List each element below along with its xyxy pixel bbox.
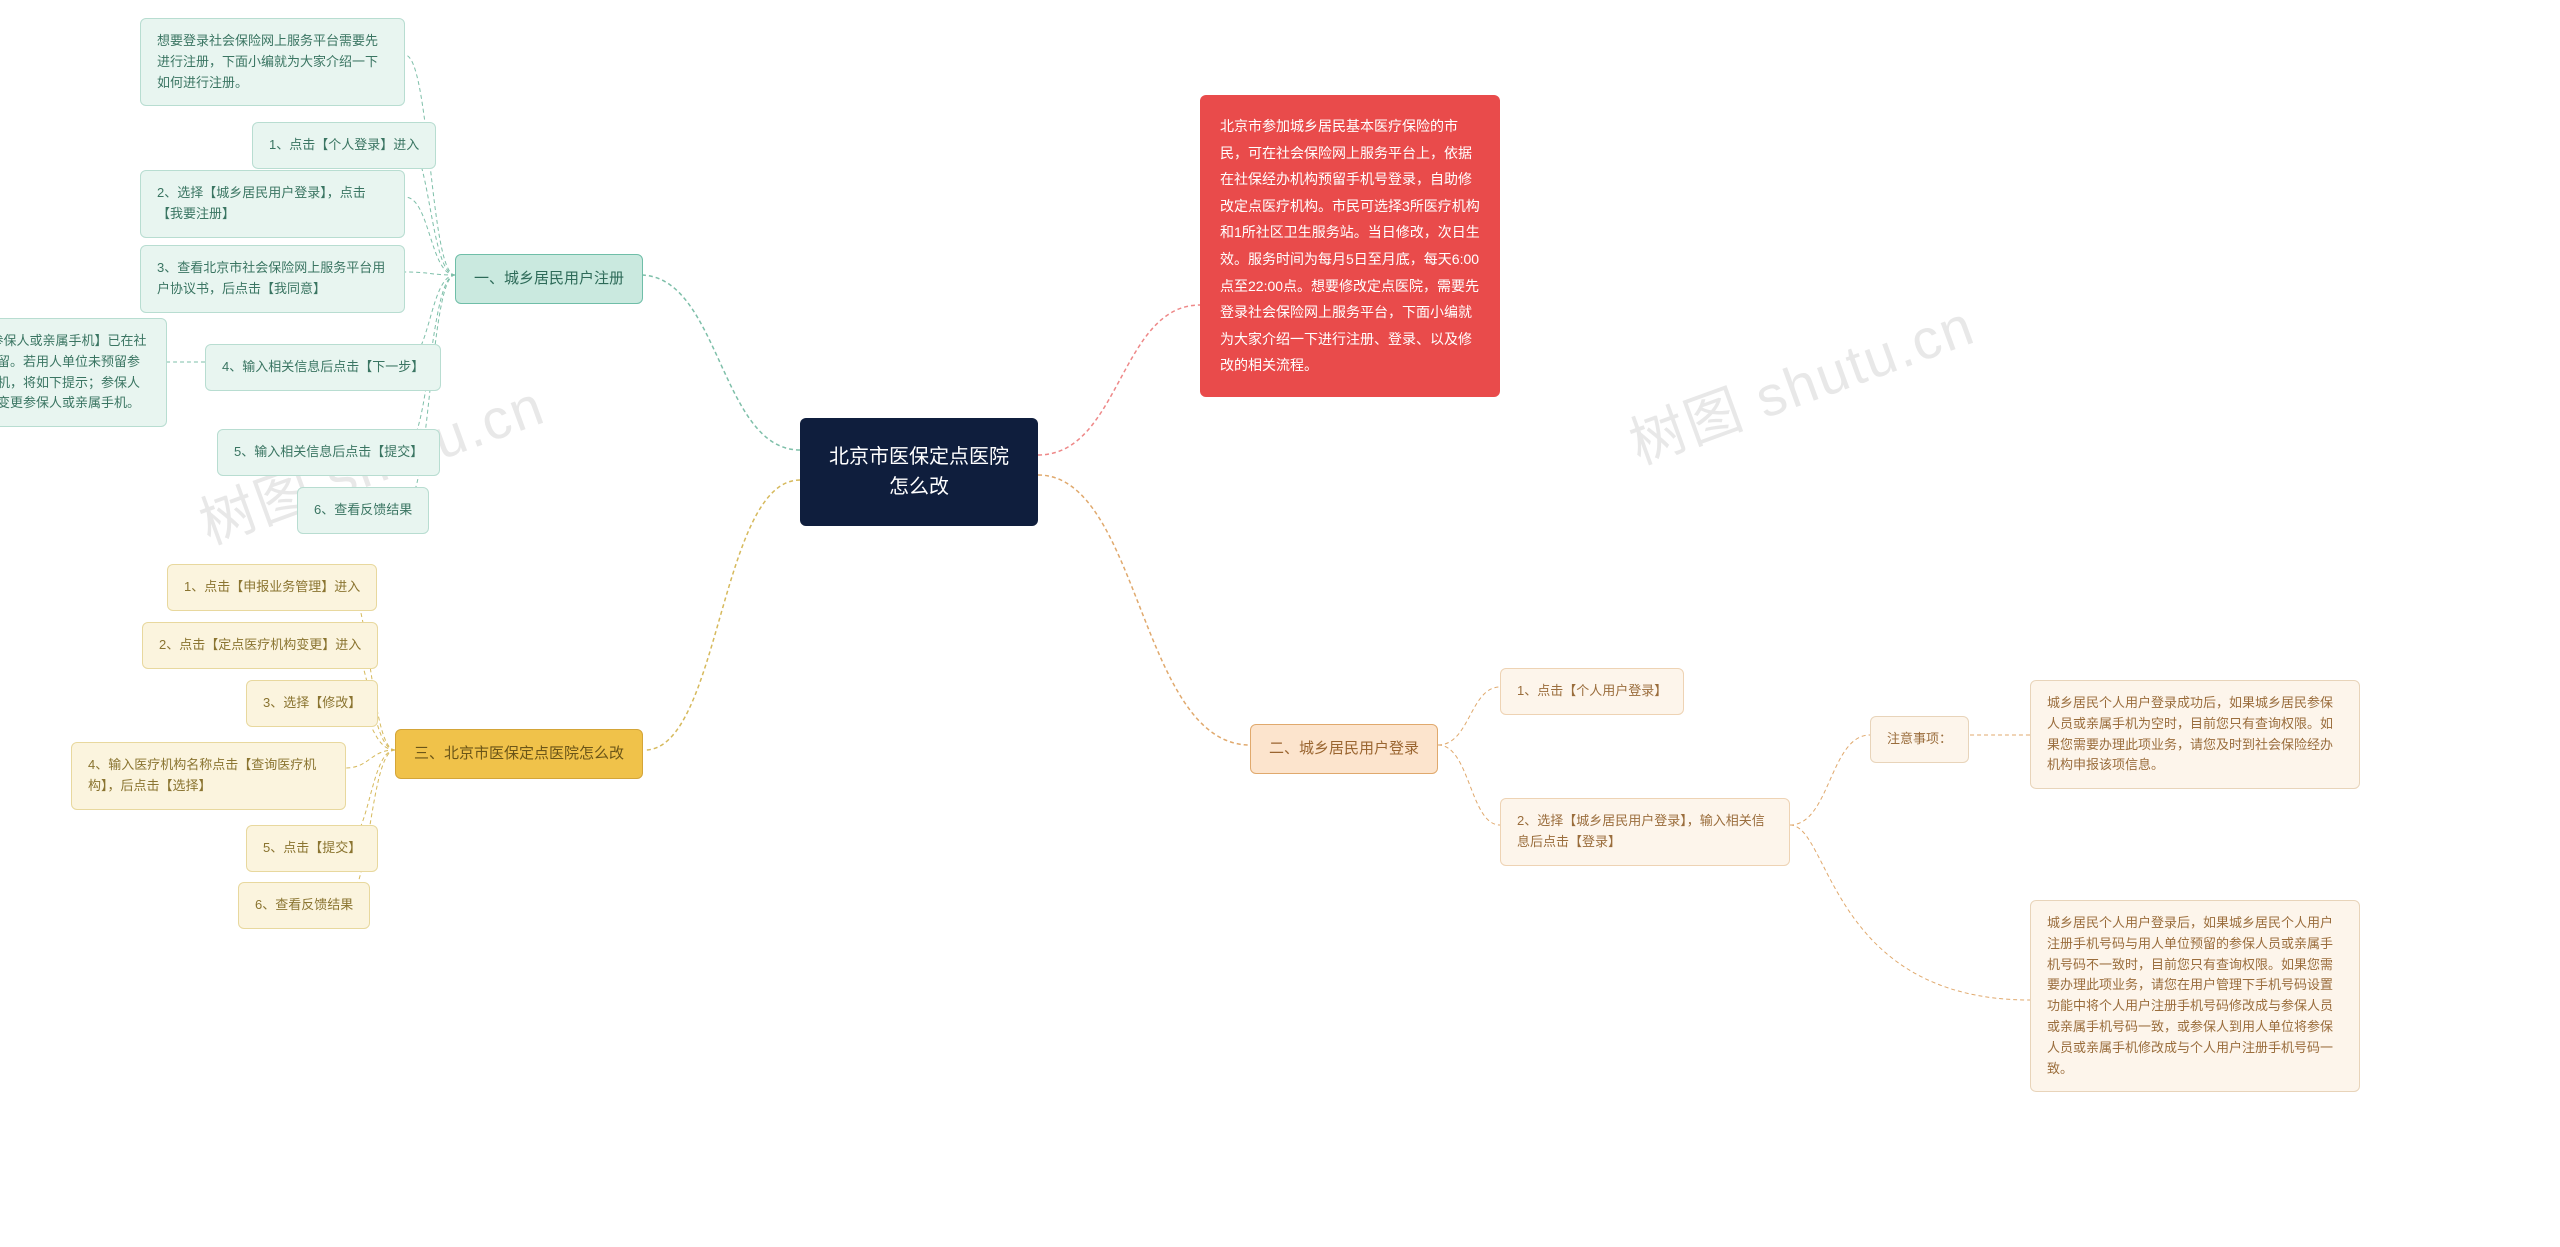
section-2-child-2: 2、选择【城乡居民用户登录】，输入相关信息后点击【登录】 [1500, 798, 1790, 866]
section-1-child-4: 4、输入相关信息后点击【下一步】 [205, 344, 441, 391]
intro-box: 北京市参加城乡居民基本医疗保险的市民，可在社会保险网上服务平台上，依据在社保经办… [1200, 95, 1500, 397]
section-2-note2: 城乡居民个人用户登录后，如果城乡居民个人用户注册手机号码与用人单位预留的参保人员… [2030, 900, 2360, 1092]
section-1-child-0: 想要登录社会保险网上服务平台需要先进行注册，下面小编就为大家介绍一下如何进行注册… [140, 18, 405, 106]
section-3-child-4: 4、输入医疗机构名称点击【查询医疗机构】，后点击【选择】 [71, 742, 346, 810]
section-1-child-3: 3、查看北京市社会保险网上服务平台用户协议书，后点击【我同意】 [140, 245, 405, 313]
section-3-child-5: 5、点击【提交】 [246, 825, 378, 872]
section-1-child-1: 1、点击【个人登录】进入 [252, 122, 436, 169]
section-3-title: 三、北京市医保定点医院怎么改 [395, 729, 643, 779]
section-3-child-3: 3、选择【修改】 [246, 680, 378, 727]
section-3-child-1: 1、点击【申报业务管理】进入 [167, 564, 377, 611]
section-1-title: 一、城乡居民用户注册 [455, 254, 643, 304]
section-3-child-6: 6、查看反馈结果 [238, 882, 370, 929]
section-2-title: 二、城乡居民用户登录 [1250, 724, 1438, 774]
section-1-child-2: 2、选择【城乡居民用户登录】，点击【我要注册】 [140, 170, 405, 238]
section-3-child-2: 2、点击【定点医疗机构变更】进入 [142, 622, 378, 669]
section-1-child-4-note: 注意事项：【参保人或亲属手机】已在社保经办机构预留。若用人单位未预留参保人或亲属… [0, 318, 167, 427]
section-1-child-5: 5、输入相关信息后点击【提交】 [217, 429, 440, 476]
root-node: 北京市医保定点医院怎么改 [800, 418, 1038, 526]
section-1-child-6: 6、查看反馈结果 [297, 487, 429, 534]
section-2-note1-label: 注意事项： [1870, 716, 1969, 763]
watermark-right: 树图 shutu.cn [1617, 281, 1984, 481]
section-2-note1: 城乡居民个人用户登录成功后，如果城乡居民参保人员或亲属手机为空时，目前您只有查询… [2030, 680, 2360, 789]
section-2-child-1: 1、点击【个人用户登录】 [1500, 668, 1684, 715]
